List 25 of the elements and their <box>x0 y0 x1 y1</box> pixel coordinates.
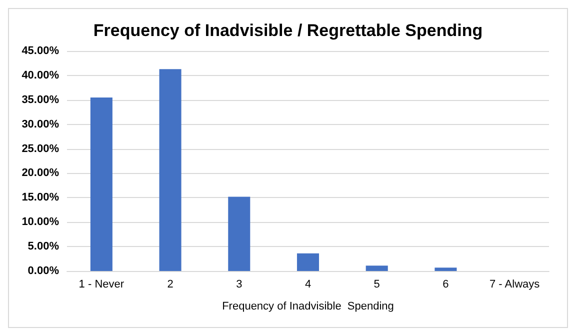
x-tick-label: 2 <box>167 278 174 290</box>
y-tick-label: 15.00% <box>22 192 60 204</box>
bar <box>366 266 388 271</box>
x-tick-label: 4 <box>304 278 312 290</box>
y-tick-label: 30.00% <box>22 118 60 130</box>
y-tick-label: 0.00% <box>28 265 60 277</box>
x-tick-label: 6 <box>442 278 449 290</box>
bar <box>434 268 457 271</box>
bar <box>296 253 320 271</box>
y-tick-label: 35.00% <box>22 94 60 106</box>
x-tick-label: 3 <box>236 278 242 290</box>
x-axis-title: Frequency of Inadvisible Spending <box>222 300 394 312</box>
y-tick-label: 25.00% <box>22 142 60 155</box>
y-tick-label: 40.00% <box>22 69 60 82</box>
y-tick-label: 5.00% <box>28 240 60 253</box>
bar <box>159 69 182 271</box>
y-tick-label: 45.00% <box>22 45 60 57</box>
y-tick-label: 20.00% <box>22 167 60 180</box>
x-tick-label: 5 <box>374 278 380 290</box>
x-tick-label: 7 - Always <box>490 278 540 290</box>
bar <box>90 97 112 271</box>
bar <box>228 196 250 271</box>
y-tick-label: 10.00% <box>22 216 60 228</box>
x-tick-label: 1 - Never <box>78 278 124 290</box>
chart-title: Frequency of Inadvisible / Regrettable Spending <box>93 21 483 40</box>
